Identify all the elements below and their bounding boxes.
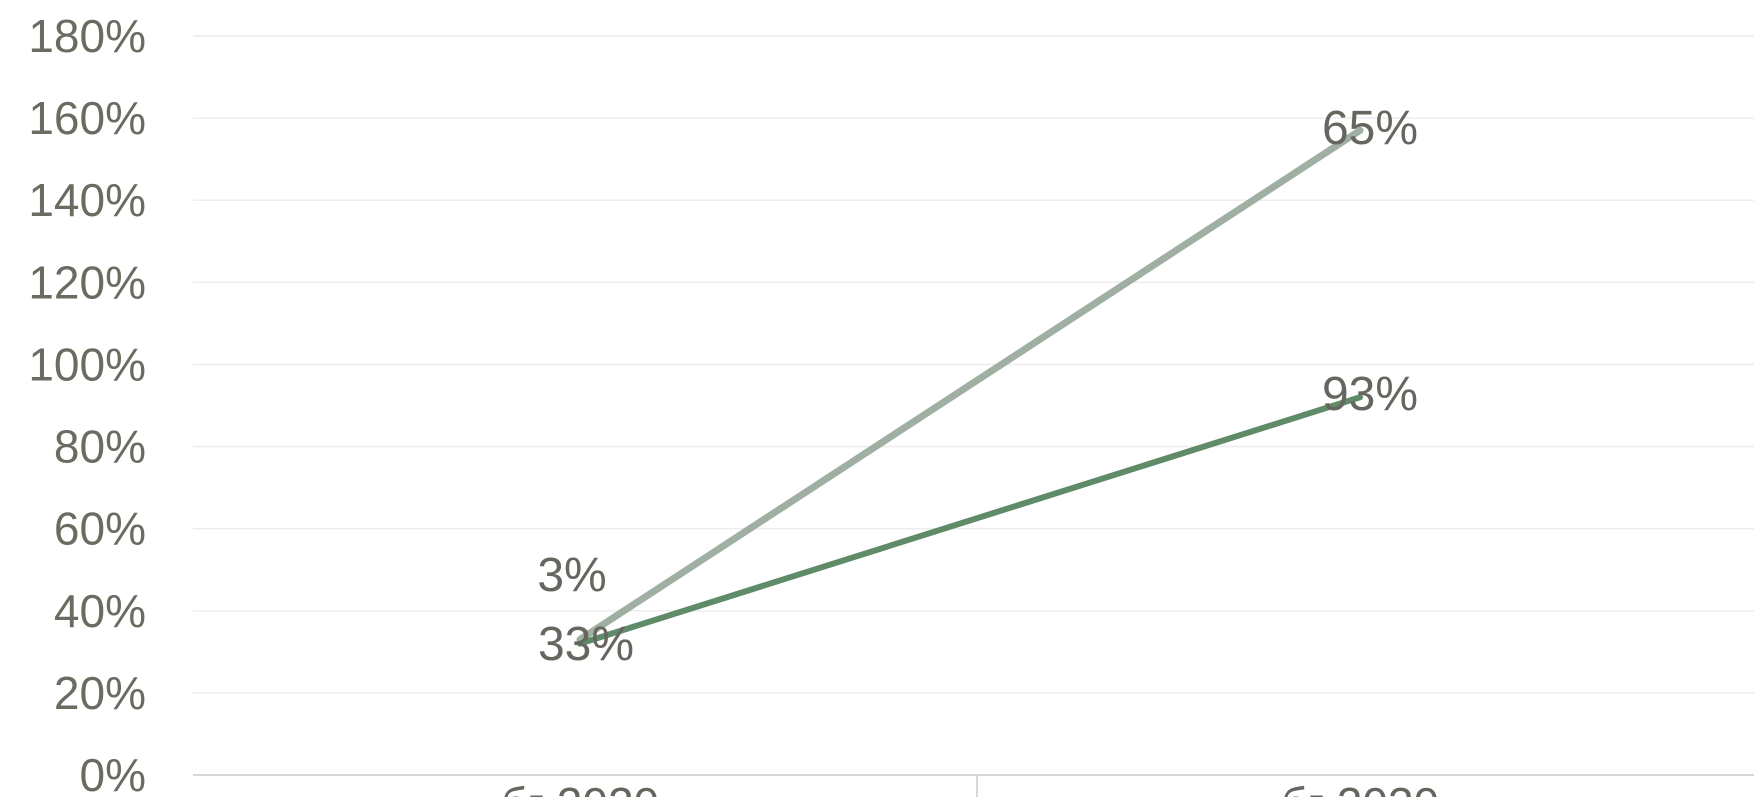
series-1 bbox=[577, 127, 1363, 642]
data-label: 93% bbox=[1322, 368, 1418, 421]
series-line bbox=[580, 397, 1360, 643]
grid-lines bbox=[193, 36, 1754, 775]
y-tick-label: 60% bbox=[54, 503, 146, 555]
data-label: 65% bbox=[1322, 102, 1418, 155]
y-tick-label: 160% bbox=[28, 92, 146, 144]
y-tick-label: 100% bbox=[28, 338, 146, 390]
x-axis-ticks: бг 2020 бг 2030 bbox=[501, 778, 1439, 797]
y-tick-label: 140% bbox=[28, 174, 146, 226]
y-tick-label: 80% bbox=[54, 421, 146, 473]
series-2 bbox=[577, 394, 1363, 646]
x-tick-label: бг 2030 bbox=[1281, 778, 1439, 797]
data-label: 3% bbox=[537, 549, 606, 602]
y-tick-label: 40% bbox=[54, 585, 146, 637]
x-tick-label: бг 2020 bbox=[501, 778, 659, 797]
data-label: 33% bbox=[538, 618, 634, 671]
y-axis-ticks: 0% 20% 40% 60% 80% 100% 120% 140% 160% 180% bbox=[28, 10, 146, 797]
y-tick-label: 0% bbox=[80, 749, 146, 797]
y-tick-label: 20% bbox=[54, 667, 146, 719]
y-tick-label: 180% bbox=[28, 10, 146, 62]
y-tick-label: 120% bbox=[28, 256, 146, 308]
series-line bbox=[580, 130, 1360, 639]
